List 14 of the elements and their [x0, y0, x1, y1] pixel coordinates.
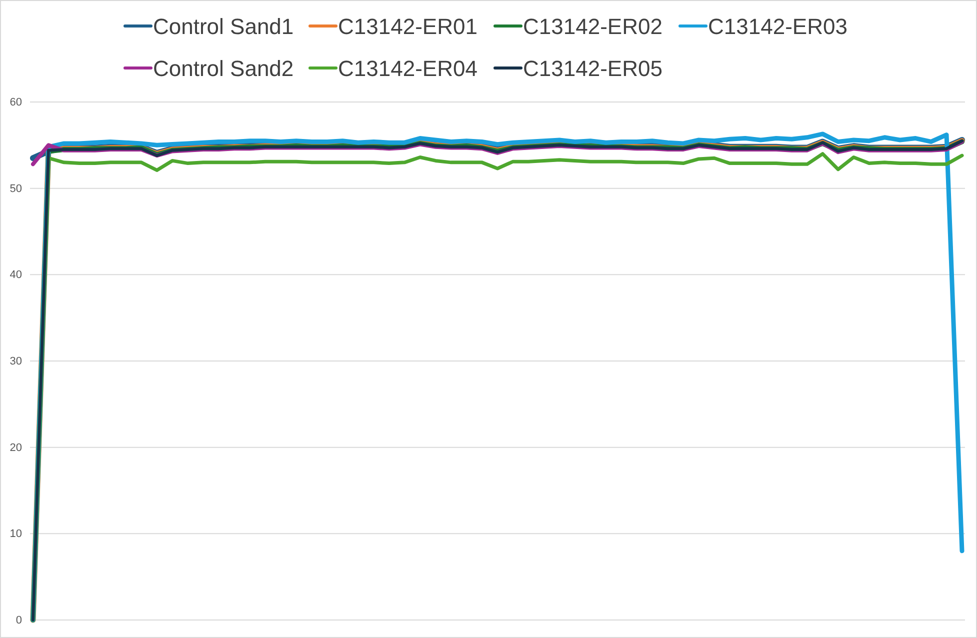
y-tick-label: 30 — [10, 356, 22, 368]
y-tick-label: 10 — [10, 528, 22, 540]
legend-label: Control Sand2 — [153, 56, 294, 81]
y-tick-label: 50 — [10, 182, 22, 195]
legend-label: C13142-ER04 — [338, 56, 478, 81]
legend-label: C13142-ER01 — [338, 14, 478, 39]
legend-label: C13142-ER03 — [708, 14, 848, 39]
y-tick-label: 20 — [10, 442, 22, 454]
y-tick-label: 40 — [10, 269, 22, 282]
legend-label: C13142-ER05 — [523, 56, 662, 81]
legend-label: C13142-ER02 — [523, 14, 662, 39]
legend-label: Control Sand1 — [153, 14, 294, 39]
y-tick-label: 0 — [16, 614, 22, 627]
y-tick-label: 60 — [10, 96, 22, 109]
